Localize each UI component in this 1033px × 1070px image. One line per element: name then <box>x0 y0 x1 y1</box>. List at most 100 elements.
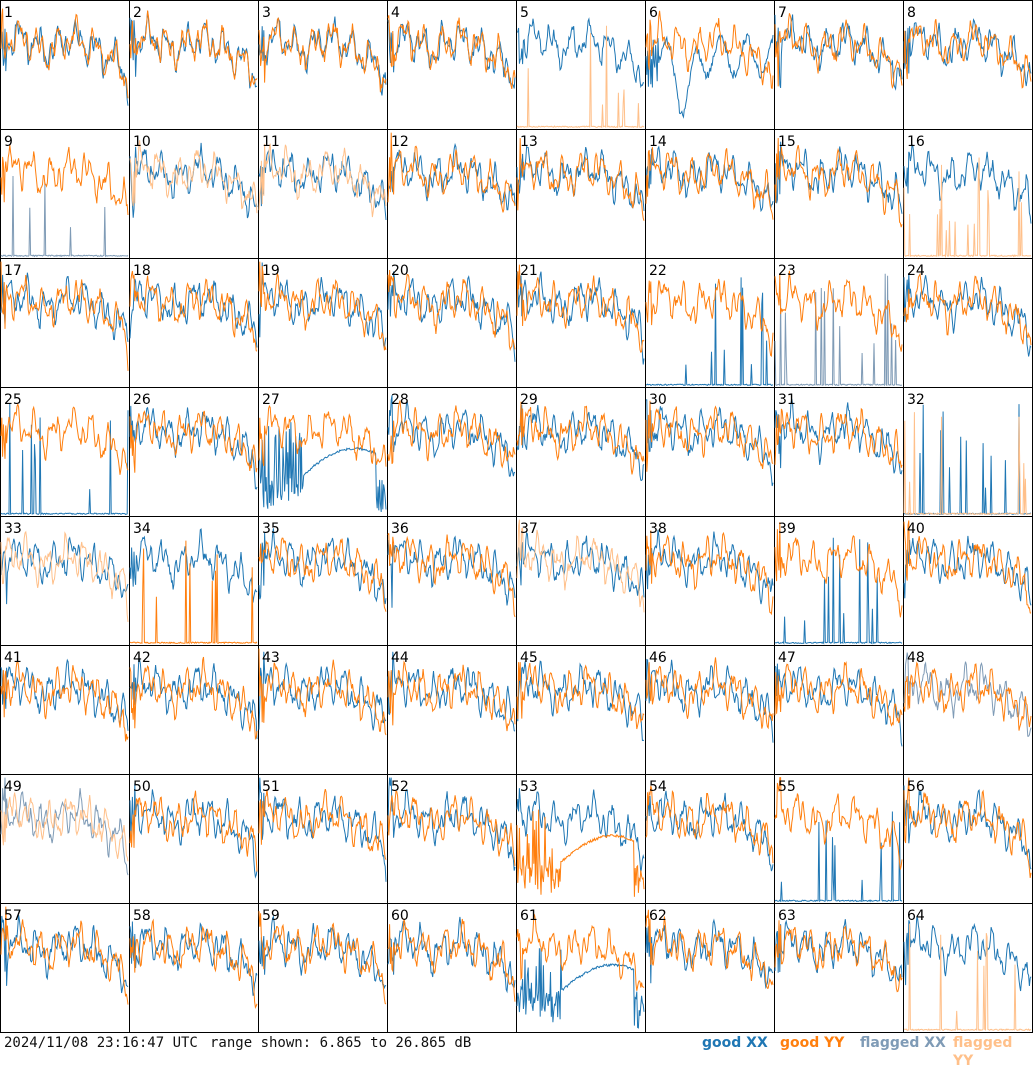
panel-1: 1 <box>0 0 130 130</box>
panel-frame <box>516 0 646 130</box>
panel-label: 62 <box>649 908 667 924</box>
trace-xx <box>903 652 1032 737</box>
trace-yy <box>516 519 645 613</box>
trace-yy <box>129 918 258 1010</box>
panel-label: 37 <box>520 521 538 537</box>
panel-frame <box>258 645 388 775</box>
trace-xx <box>387 535 516 608</box>
trace-xx <box>903 18 1032 87</box>
panel-27: 27 <box>258 387 388 517</box>
panel-frame <box>645 0 775 130</box>
panel-12: 12 <box>387 129 517 259</box>
trace-xx <box>258 777 387 882</box>
trace-yy <box>774 137 903 228</box>
panel-label: 18 <box>133 263 151 279</box>
panel-15: 15 <box>774 129 904 259</box>
panel-label: 61 <box>520 908 538 924</box>
panel-frame <box>129 645 259 775</box>
panel-26: 26 <box>129 387 259 517</box>
trace-yy <box>258 16 387 93</box>
panel-label: 44 <box>391 650 409 666</box>
trace-yy <box>774 920 903 993</box>
panel-28: 28 <box>387 387 517 517</box>
trace-yy <box>516 25 645 129</box>
trace-yy <box>903 272 1032 346</box>
trace-xx <box>903 535 1032 606</box>
trace-yy <box>903 19 1032 89</box>
panel-22: 22 <box>645 258 775 388</box>
trace-yy <box>774 407 903 468</box>
trace-yy <box>129 790 258 872</box>
panel-48: 48 <box>903 645 1033 775</box>
legend-flagged-yy: flagged YY <box>953 1035 1013 1069</box>
panel-label: 49 <box>4 779 22 795</box>
panel-label: 21 <box>520 263 538 279</box>
trace-xx <box>258 528 387 605</box>
panel-label: 54 <box>649 779 667 795</box>
panel-label: 7 <box>778 5 787 21</box>
panel-label: 29 <box>520 392 538 408</box>
panel-45: 45 <box>516 645 646 775</box>
panel-label: 24 <box>907 263 925 279</box>
trace-xx <box>903 915 1032 992</box>
trace-yy <box>645 785 774 864</box>
trace-yy <box>774 661 903 727</box>
trace-yy <box>516 264 645 354</box>
trace-xx <box>774 141 903 214</box>
trace-xx <box>774 14 903 91</box>
trace-yy <box>258 648 387 736</box>
trace-yy <box>0 144 129 216</box>
trace-yy <box>258 143 387 218</box>
panel-label: 6 <box>649 5 658 21</box>
panel-19: 19 <box>258 258 388 388</box>
trace-xx <box>645 658 774 743</box>
panel-frame <box>903 0 1033 130</box>
panel-label: 33 <box>4 521 22 537</box>
panel-label: 56 <box>907 779 925 795</box>
panel-50: 50 <box>129 774 259 904</box>
trace-yy <box>774 13 903 89</box>
panel-label: 16 <box>907 134 925 150</box>
trace-xx <box>516 17 644 89</box>
trace-yy <box>645 10 774 90</box>
panel-4: 4 <box>387 0 517 130</box>
panel-label: 38 <box>649 521 667 537</box>
panel-label: 13 <box>520 134 538 150</box>
panel-frame <box>0 774 130 904</box>
trace-xx <box>645 33 774 119</box>
trace-yy <box>904 923 1032 1032</box>
panel-24: 24 <box>903 258 1033 388</box>
panel-frame <box>258 129 388 259</box>
trace-xx <box>516 531 645 598</box>
timestamp: 2024/11/08 23:16:47 UTC <box>4 1035 198 1051</box>
panel-18: 18 <box>129 258 259 388</box>
panel-label: 20 <box>391 263 409 279</box>
panel-label: 64 <box>907 908 925 924</box>
trace-xx <box>387 651 516 732</box>
trace-yy <box>645 909 774 989</box>
panel-53: 53 <box>516 774 646 904</box>
trace-yy <box>129 270 258 352</box>
panel-63: 63 <box>774 903 904 1033</box>
panel-frame <box>516 645 646 775</box>
trace-yy <box>258 261 387 351</box>
panel-61: 61 <box>516 903 646 1033</box>
panel-label: 2 <box>133 5 142 21</box>
trace-yy <box>645 657 774 730</box>
panel-23: 23 <box>774 258 904 388</box>
trace-yy <box>129 656 258 741</box>
panel-32: 32 <box>903 387 1033 517</box>
trace-xx <box>387 395 516 477</box>
trace-yy <box>516 809 645 897</box>
panel-label: 12 <box>391 134 409 150</box>
panel-label: 51 <box>262 779 280 795</box>
trace-xx <box>387 777 516 871</box>
panel-label: 55 <box>778 779 796 795</box>
panel-label: 63 <box>778 908 796 924</box>
panel-20: 20 <box>387 258 517 388</box>
panel-35: 35 <box>258 516 388 646</box>
trace-xx <box>129 658 258 740</box>
trace-yy <box>0 530 129 622</box>
panel-label: 36 <box>391 521 409 537</box>
panel-frame <box>129 903 259 1033</box>
